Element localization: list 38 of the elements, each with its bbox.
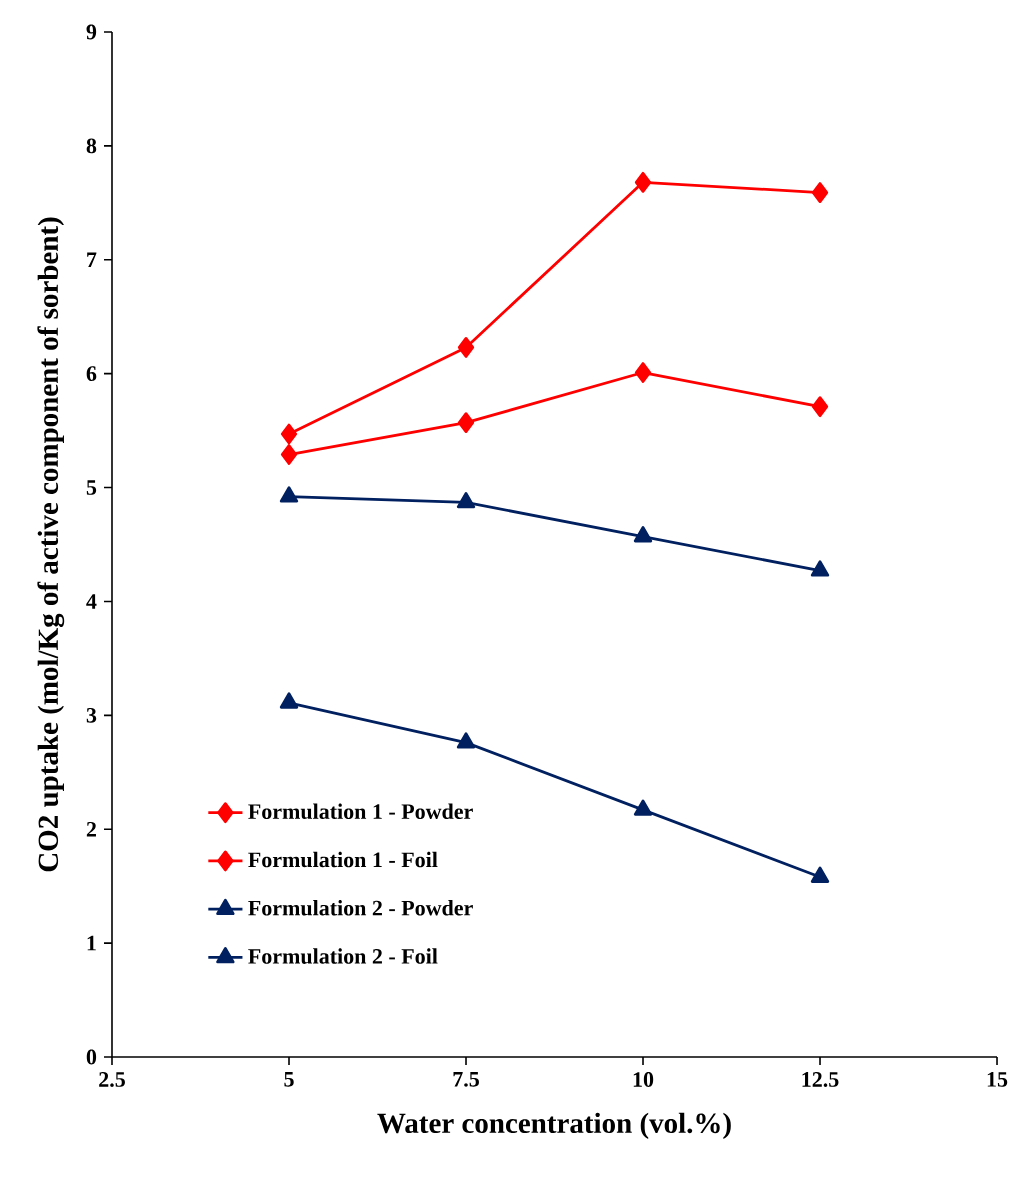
y-tick-label: 1: [87, 935, 96, 951]
y-tick-label: 2: [86, 821, 96, 837]
point: [634, 171, 652, 193]
point: [279, 692, 299, 709]
point: [457, 337, 475, 358]
y-tick-label: 4: [86, 594, 97, 609]
point: [279, 486, 299, 503]
legend-label: Formulation 1 - Foil: [248, 851, 438, 868]
y-tick-label: 3: [86, 707, 97, 723]
point: [633, 799, 653, 816]
y-tick-label: 5: [86, 480, 97, 495]
legend-label: Formulation 2 - Powder: [248, 900, 473, 916]
point: [811, 182, 829, 203]
x-tick-label: 5: [284, 1072, 294, 1087]
x-tick-label: 7.5: [453, 1072, 479, 1087]
point: [811, 396, 829, 418]
x-tick-label: 15: [987, 1072, 1008, 1087]
x-axis-title: Water concentration (vol.%): [377, 1112, 731, 1139]
x-tick-label: 2.5: [99, 1072, 125, 1087]
point: [280, 423, 298, 445]
point: [810, 866, 830, 883]
y-tick-label: 8: [86, 138, 97, 154]
y-axis-title: CO2 uptake (mol/Kg of active component of sorbent): [37, 217, 65, 872]
point: [456, 491, 476, 509]
x-tick-label: 12.5: [802, 1072, 839, 1087]
point: [457, 412, 475, 434]
point: [810, 560, 830, 577]
y-tick-label: 7: [87, 252, 97, 267]
y-tick-label: 6: [86, 366, 97, 382]
point: [456, 732, 476, 749]
point: [633, 526, 653, 543]
legend-label: Formulation 2 - Foil: [248, 948, 438, 964]
x-tick-label: 10: [633, 1072, 654, 1087]
point: [280, 444, 298, 465]
y-tick-label: 9: [86, 24, 97, 40]
point: [634, 362, 652, 383]
y-tick-label: 0: [86, 1049, 97, 1065]
legend-label: Formulation 1 - Powder: [248, 803, 473, 820]
